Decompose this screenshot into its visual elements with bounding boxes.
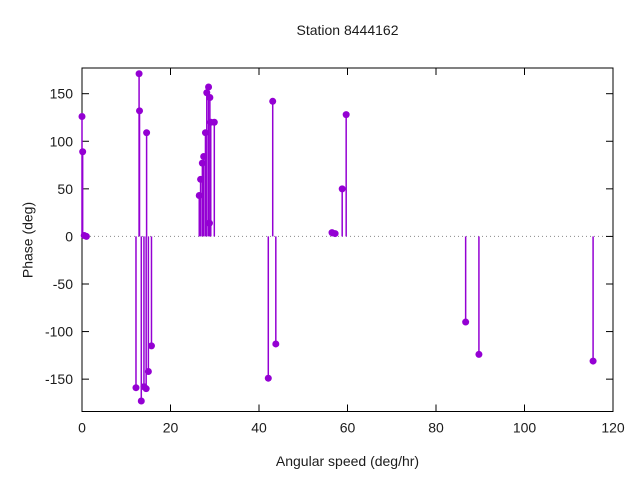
data-point bbox=[210, 118, 218, 126]
data-point bbox=[342, 111, 350, 119]
data-point bbox=[143, 129, 151, 137]
data-point bbox=[201, 129, 209, 137]
data-point bbox=[82, 232, 90, 240]
data-point bbox=[272, 340, 280, 348]
y-tick-label: -100 bbox=[45, 324, 73, 340]
data-point bbox=[264, 374, 272, 382]
data-point bbox=[200, 152, 208, 160]
x-tick-label: 80 bbox=[428, 420, 444, 436]
chart-title: Station 8444162 bbox=[296, 22, 399, 38]
data-point bbox=[136, 107, 144, 115]
data-point bbox=[589, 357, 597, 365]
plot-border bbox=[81, 67, 614, 412]
data-point bbox=[205, 219, 213, 227]
data-point bbox=[338, 185, 346, 193]
data-point bbox=[144, 368, 152, 376]
x-tick-label: 40 bbox=[251, 420, 267, 436]
data-point bbox=[205, 83, 213, 91]
data-point bbox=[79, 148, 87, 156]
data-point bbox=[197, 175, 205, 183]
data-point bbox=[331, 230, 339, 238]
y-tick-label: 0 bbox=[65, 228, 73, 244]
x-tick-label: 100 bbox=[513, 420, 537, 436]
data-point bbox=[462, 318, 470, 326]
data-point bbox=[78, 113, 86, 121]
y-tick-label: 100 bbox=[50, 133, 74, 149]
data-point bbox=[198, 159, 206, 167]
y-tick-label: -150 bbox=[45, 371, 73, 387]
data-point bbox=[475, 350, 483, 358]
data-point bbox=[132, 384, 140, 392]
data-point bbox=[195, 192, 203, 200]
data-point bbox=[137, 397, 145, 405]
x-axis-label: Angular speed (deg/hr) bbox=[275, 453, 420, 469]
data-point bbox=[269, 97, 277, 105]
data-point bbox=[142, 385, 150, 393]
x-tick-label: 0 bbox=[78, 420, 86, 436]
data-point bbox=[135, 70, 143, 78]
data-point bbox=[147, 342, 155, 350]
y-tick-label: -50 bbox=[53, 276, 73, 292]
y-tick-label: 50 bbox=[57, 181, 73, 197]
data-point bbox=[206, 93, 214, 101]
x-tick-label: 120 bbox=[601, 420, 625, 436]
x-tick-label: 20 bbox=[163, 420, 179, 436]
y-tick-label: 150 bbox=[50, 86, 74, 102]
x-tick-label: 60 bbox=[340, 420, 356, 436]
